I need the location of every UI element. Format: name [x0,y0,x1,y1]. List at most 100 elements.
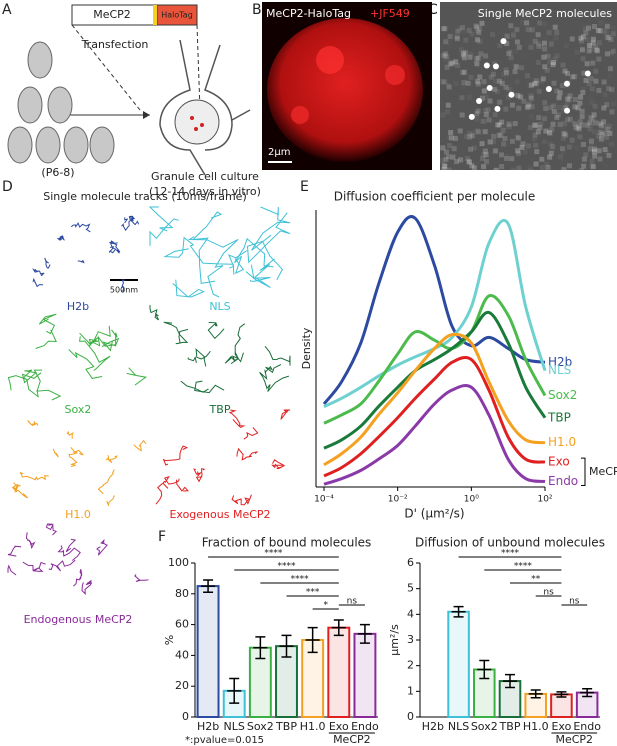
x-tick-label: H2b [197,720,219,733]
noise [581,163,587,169]
noise [443,39,449,45]
noise [577,119,583,125]
noise [532,132,538,138]
track-label: H1.0 [65,508,91,521]
noise [521,98,527,104]
track [57,235,65,241]
noise [611,26,616,31]
track [7,375,39,398]
noise [518,65,524,71]
noise [480,118,486,124]
track [19,471,49,481]
noise [481,164,487,170]
noise [446,82,452,88]
noise [457,157,463,163]
noise [578,168,584,174]
track [70,446,84,456]
track [228,409,246,428]
noise [591,149,597,155]
noise [441,169,447,175]
noise [454,34,460,40]
noise [516,44,522,50]
density-curve [323,310,547,450]
bracket [581,457,586,486]
arrow-head [143,111,150,119]
transfection: Transfection [81,38,149,51]
noise [481,88,487,94]
y-tick-label: 0 [182,710,189,723]
noise [471,165,477,171]
noise [528,93,534,99]
footnote: *:pvalue=0.015 [185,735,264,746]
noise [560,126,565,131]
bar [550,693,573,718]
y-label: Density [300,327,313,369]
pups [7,41,115,164]
noise [514,27,520,33]
noise [525,73,531,79]
noise [512,69,518,75]
noise [596,40,602,46]
noise [460,70,466,76]
noise [497,42,503,48]
noise [559,159,564,164]
noise [566,163,572,169]
noise [539,156,545,162]
noise [562,120,568,126]
sig-label: **** [278,562,297,572]
spot [545,85,552,92]
noise [591,24,597,30]
noise [468,74,474,80]
noise [460,53,466,59]
y-tick-label: 6 [407,556,414,569]
noise [532,81,538,87]
track [259,369,290,392]
spot [492,63,499,70]
noise [467,130,473,136]
noise [453,169,459,175]
noise [529,114,534,119]
noise [592,103,598,109]
noise [474,56,480,62]
noise [467,134,473,140]
noise [547,59,553,65]
noise [545,164,551,170]
noise [543,106,549,112]
noise [580,86,586,92]
noise [540,76,546,82]
noise [593,68,599,74]
noise [605,35,611,41]
x-tick-label: H1.0 [523,720,549,733]
noise [525,27,531,33]
noise [473,23,479,29]
noise [583,77,589,83]
noise [465,80,471,86]
y-tick-label: 4 [407,607,414,620]
x-tick-label: 10² [537,495,552,505]
noise [555,112,561,118]
spot [500,38,507,45]
track [207,321,225,340]
noise [474,61,480,67]
noise [490,31,496,37]
track [102,329,118,352]
noise [586,25,592,31]
noise [469,163,475,169]
track [27,420,39,426]
error-bar [554,691,569,698]
noise [475,55,481,61]
noise [476,129,482,135]
noise [511,33,517,39]
panel-label: B [252,2,262,18]
noise [541,139,547,145]
track-label: Sox2 [65,403,92,416]
bar [327,626,351,718]
noise [503,106,509,112]
noise [559,83,565,89]
noise [572,121,578,127]
noise [608,50,614,56]
noise [590,60,596,66]
track [68,451,78,468]
noise [508,23,514,29]
noise [602,92,608,98]
